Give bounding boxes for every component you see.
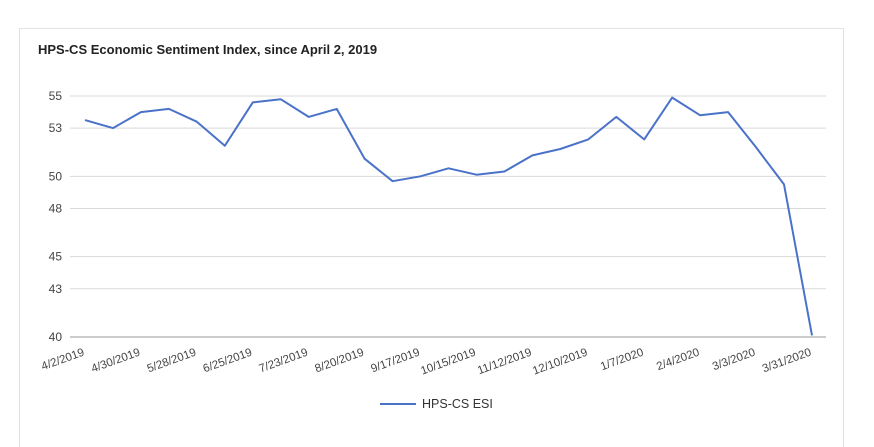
gridlines <box>70 95 826 338</box>
x-axis-ticks: 4/2/2019 4/30/2019 5/28/2019 6/25/2019 7/23/… <box>40 347 813 378</box>
data-point[interactable] <box>81 116 89 124</box>
x-tick-label: 10/15/2019 <box>419 347 477 378</box>
x-tick-label: 2/4/2020 <box>655 347 701 374</box>
data-point[interactable] <box>500 168 508 176</box>
x-tick-label: 4/30/2019 <box>90 347 142 376</box>
y-axis-ticks: 55 53 50 48 45 43 40 <box>49 89 63 344</box>
data-point[interactable] <box>165 105 173 113</box>
data-point[interactable] <box>333 105 341 113</box>
x-tick-label: 8/20/2019 <box>313 347 365 376</box>
data-point[interactable] <box>472 171 480 179</box>
x-tick-label: 11/12/2019 <box>476 347 533 378</box>
legend-label: HPS-CS ESI <box>422 397 493 411</box>
data-point[interactable] <box>221 142 229 150</box>
data-point[interactable] <box>528 151 536 159</box>
data-point[interactable] <box>277 95 285 103</box>
x-tick-label: 4/2/2019 <box>40 347 86 374</box>
x-tick-label: 3/3/2020 <box>711 347 757 374</box>
y-tick-label: 55 <box>49 89 63 103</box>
data-point[interactable] <box>361 155 369 163</box>
data-point[interactable] <box>724 108 732 116</box>
series-line <box>84 96 813 336</box>
x-tick-label: 5/28/2019 <box>146 347 198 376</box>
y-tick-label: 45 <box>49 250 63 264</box>
line-chart: HPS-CS Economic Sentiment Index, since A… <box>38 42 826 411</box>
data-point[interactable] <box>780 180 788 188</box>
y-tick-label: 40 <box>49 330 63 344</box>
x-tick-label: 1/7/2020 <box>599 347 645 374</box>
data-point[interactable] <box>808 331 816 339</box>
data-point[interactable] <box>137 108 145 116</box>
series-layer <box>81 94 816 339</box>
data-point[interactable] <box>389 177 397 185</box>
x-tick-label: 3/31/2020 <box>761 347 813 376</box>
y-tick-label: 43 <box>49 282 63 296</box>
chart-container: HPS-CS Economic Sentiment Index, since A… <box>19 28 844 447</box>
y-tick-label: 48 <box>49 201 63 215</box>
x-tick-label: 6/25/2019 <box>202 347 254 376</box>
data-point[interactable] <box>696 111 704 119</box>
data-point[interactable] <box>249 98 257 106</box>
legend[interactable]: HPS-CS ESI <box>380 397 493 411</box>
data-point[interactable] <box>109 124 117 132</box>
y-tick-label: 53 <box>49 121 63 135</box>
data-point[interactable] <box>584 135 592 143</box>
data-point[interactable] <box>305 113 313 121</box>
data-point[interactable] <box>417 172 425 180</box>
data-point[interactable] <box>668 94 676 102</box>
data-point[interactable] <box>556 145 564 153</box>
x-tick-label: 7/23/2019 <box>258 347 310 376</box>
data-point[interactable] <box>193 118 201 126</box>
data-point[interactable] <box>640 135 648 143</box>
y-tick-label: 50 <box>49 169 63 183</box>
chart-title: HPS-CS Economic Sentiment Index, since A… <box>38 42 377 57</box>
x-tick-label: 12/10/2019 <box>531 347 589 378</box>
x-tick-label: 9/17/2019 <box>369 347 421 376</box>
data-point[interactable] <box>445 164 453 172</box>
data-point[interactable] <box>752 143 760 151</box>
data-point[interactable] <box>612 113 620 121</box>
